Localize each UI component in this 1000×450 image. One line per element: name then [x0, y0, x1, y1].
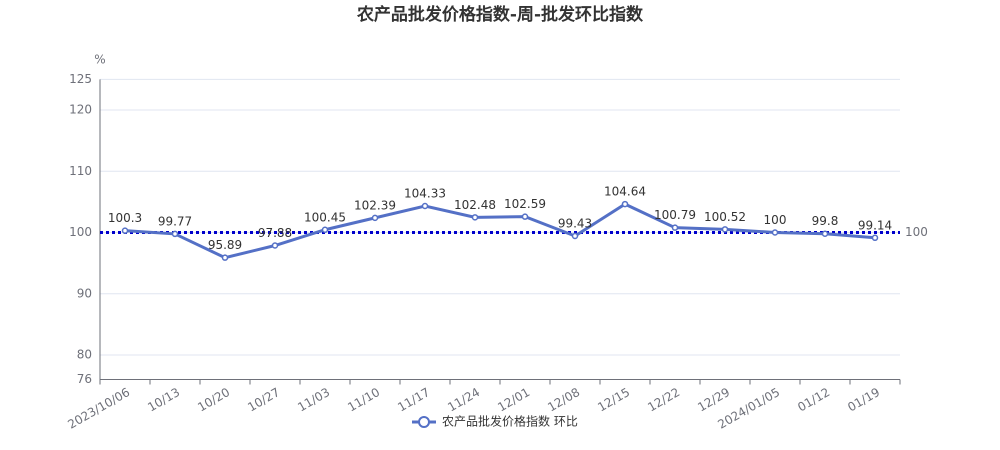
y-tick-label: 100: [69, 225, 92, 239]
data-point: [421, 202, 429, 210]
data-point: [721, 226, 729, 233]
x-tick-label: 12/15: [595, 385, 632, 414]
data-point: [821, 230, 829, 237]
legend-label: 农产品批发价格指数 环比: [442, 414, 578, 429]
data-label: 99.14: [858, 218, 892, 232]
data-point: [171, 230, 179, 238]
x-tick-label: 2023/10/06: [65, 385, 132, 432]
y-tick-label: 80: [77, 348, 92, 362]
data-label: 99.8: [812, 214, 839, 228]
x-tick-label: 01/12: [795, 385, 832, 414]
x-tick-label: 12/29: [695, 385, 732, 414]
data-point: [521, 213, 529, 220]
x-tick-label: 10/13: [145, 385, 182, 414]
data-label: 97.88: [258, 226, 292, 240]
reference-label: 100: [905, 225, 928, 239]
data-point: [121, 227, 129, 234]
data-point: [471, 214, 479, 221]
data-label: 102.59: [504, 197, 546, 211]
x-tick-label: 10/20: [195, 385, 232, 414]
data-label: 104.33: [404, 186, 446, 200]
x-tick-label: 11/17: [395, 385, 432, 414]
y-tick-label: 76: [77, 372, 92, 386]
data-label: 100: [764, 213, 787, 227]
data-label: 99.43: [558, 217, 592, 231]
data-label: 99.77: [158, 214, 192, 228]
y-unit: %: [94, 53, 105, 67]
data-point: [671, 224, 679, 231]
data-point: [221, 254, 229, 261]
y-tick-label: 120: [69, 103, 92, 117]
y-tick-label: 110: [69, 164, 92, 178]
x-tick-label: 10/27: [245, 385, 282, 414]
y-tick-label: 90: [77, 286, 92, 300]
data-label: 102.48: [454, 198, 496, 212]
y-tick-label: 125: [69, 72, 92, 86]
data-point: [621, 200, 629, 208]
data-label: 100.79: [654, 208, 696, 222]
chart-title: 农产品批发价格指数-周-批发环比指数: [356, 4, 644, 25]
data-point: [571, 232, 579, 240]
x-tick-label: 01/19: [845, 385, 882, 414]
data-point: [771, 229, 779, 236]
x-tick-label: 11/03: [295, 385, 332, 414]
data-label: 100.3: [108, 211, 142, 225]
data-label: 100.45: [304, 210, 346, 224]
x-tick-label: 12/01: [495, 385, 532, 414]
data-point: [321, 226, 329, 234]
legend-marker: [418, 416, 430, 428]
x-tick-label: 12/22: [645, 385, 682, 414]
data-label: 102.39: [354, 198, 396, 212]
data-point: [371, 214, 379, 222]
series-line: [124, 202, 876, 260]
x-tick-label: 11/10: [345, 385, 382, 414]
data-point: [871, 234, 879, 242]
x-tick-label: 11/24: [445, 385, 482, 414]
data-point: [271, 242, 279, 249]
data-label: 95.89: [208, 238, 242, 252]
data-label: 100.52: [704, 210, 746, 224]
data-label: 104.64: [604, 185, 646, 199]
x-tick-label: 12/08: [545, 385, 582, 414]
